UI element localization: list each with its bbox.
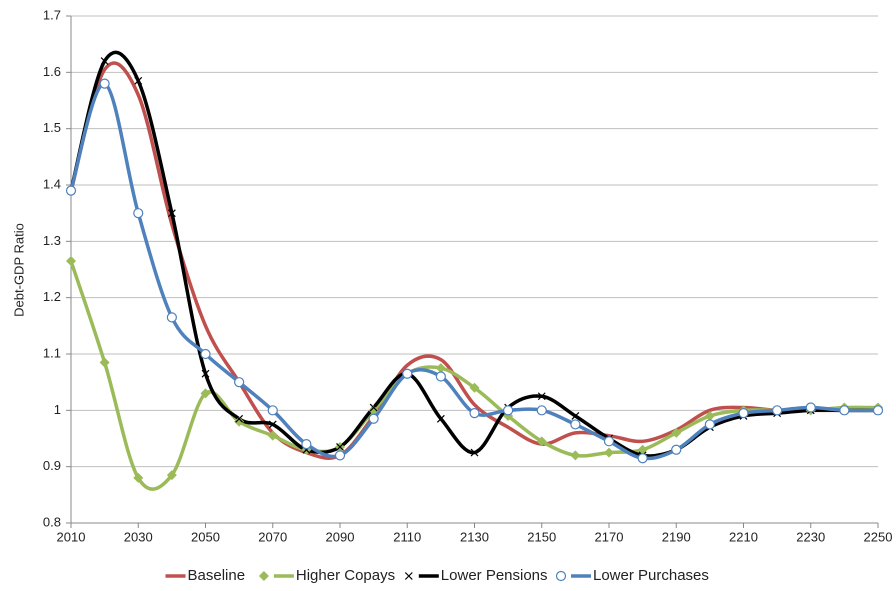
marker <box>301 439 312 450</box>
marker <box>133 472 144 483</box>
y-tick-label: 0.8 <box>43 514 61 529</box>
marker <box>66 256 76 267</box>
marker <box>200 388 211 399</box>
marker <box>100 57 109 65</box>
x-tick-label: 2010 <box>57 529 86 544</box>
marker <box>336 443 344 451</box>
marker <box>234 377 245 388</box>
x-tick-label: 2110 <box>393 529 421 544</box>
marker <box>470 448 479 457</box>
legend-label: Lower Purchases <box>593 567 709 584</box>
marker <box>235 414 244 423</box>
marker <box>99 357 110 368</box>
marker <box>369 403 378 412</box>
x-tick-label: 2250 <box>864 529 893 544</box>
marker <box>267 430 278 441</box>
marker <box>334 450 346 461</box>
marker <box>435 371 446 382</box>
marker <box>99 78 110 89</box>
marker <box>671 444 682 455</box>
marker <box>267 405 278 416</box>
marker <box>201 369 210 378</box>
marker <box>555 570 567 582</box>
marker <box>436 414 445 423</box>
marker <box>872 405 884 416</box>
marker <box>134 76 143 85</box>
marker <box>704 419 715 430</box>
marker <box>536 436 547 447</box>
marker <box>404 572 413 580</box>
marker <box>167 209 176 218</box>
y-axis-label: Debt-GDP Ratio <box>11 223 26 317</box>
y-tick-label: 1.7 <box>43 7 61 22</box>
marker <box>503 405 514 416</box>
marker <box>368 405 379 416</box>
y-tick-label: 1.1 <box>43 345 61 360</box>
x-tick-label: 2130 <box>460 529 489 544</box>
marker <box>570 419 581 430</box>
marker <box>268 420 277 429</box>
marker <box>704 410 715 421</box>
x-tick-label: 2070 <box>258 529 287 544</box>
legend-label: Lower Pensions <box>441 567 548 584</box>
x-tick-label: 2030 <box>124 529 153 544</box>
y-tick-label: 0.9 <box>43 458 61 473</box>
y-tick-label: 1 <box>54 402 61 417</box>
legend-label: Baseline <box>188 567 246 584</box>
x-tick-label: 2050 <box>191 529 220 544</box>
series-line <box>69 61 878 460</box>
x-tick-label: 2210 <box>729 529 758 544</box>
marker <box>234 416 245 427</box>
marker <box>604 447 614 458</box>
y-tick-label: 1.6 <box>43 64 61 79</box>
x-tick-label: 2170 <box>595 529 624 544</box>
marker <box>570 450 581 461</box>
marker <box>805 402 816 413</box>
marker <box>537 392 546 401</box>
marker <box>166 470 177 481</box>
legend-label: Higher Copays <box>296 567 395 584</box>
marker <box>368 413 379 424</box>
marker <box>469 408 480 419</box>
y-tick-label: 1.3 <box>43 233 61 248</box>
marker <box>469 382 480 393</box>
marker <box>738 408 749 419</box>
marker <box>671 427 682 438</box>
marker <box>571 412 580 420</box>
series-line <box>69 260 879 491</box>
x-tick-label: 2090 <box>326 529 355 544</box>
marker <box>200 348 211 360</box>
marker <box>637 453 648 464</box>
x-tick-label: 2150 <box>527 529 556 544</box>
y-tick-label: 1.4 <box>43 176 61 191</box>
marker <box>166 312 177 323</box>
marker <box>536 405 547 416</box>
y-tick-label: 1.2 <box>43 289 61 304</box>
marker <box>65 185 77 196</box>
marker <box>258 571 269 581</box>
marker <box>603 436 615 447</box>
marker <box>435 363 446 374</box>
x-tick-label: 2190 <box>662 529 691 544</box>
y-tick-label: 1.5 <box>43 120 61 135</box>
marker <box>402 368 413 379</box>
series-line <box>69 50 878 458</box>
x-tick-label: 2230 <box>796 529 825 544</box>
marker <box>772 405 783 416</box>
marker <box>839 405 850 416</box>
marker <box>133 208 144 219</box>
